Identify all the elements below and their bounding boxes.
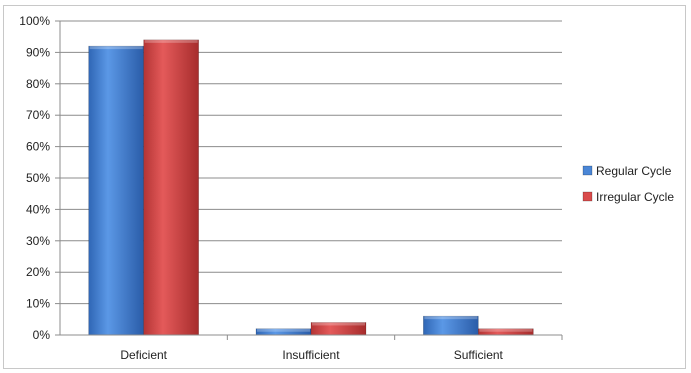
bar-highlight bbox=[312, 322, 365, 326]
bar-irregular-cycle-deficient bbox=[143, 39, 199, 336]
y-tick-label: 20% bbox=[26, 265, 50, 279]
bar-regular-cycle-deficient bbox=[88, 45, 144, 336]
y-tick-label: 10% bbox=[26, 297, 50, 311]
y-tick-label: 30% bbox=[26, 234, 50, 248]
bar-highlight bbox=[144, 39, 198, 43]
y-tick-label: 50% bbox=[26, 171, 50, 185]
y-tick-label: 90% bbox=[26, 45, 50, 59]
x-axis-categories: Deficient Insufficient Sufficient bbox=[120, 348, 503, 362]
legend-swatch-regular-cycle bbox=[582, 165, 593, 176]
y-tick-label: 100% bbox=[19, 14, 50, 28]
bar-highlight bbox=[89, 46, 143, 50]
bar-highlight bbox=[257, 328, 310, 332]
x-category-label: Insufficient bbox=[282, 348, 340, 362]
y-tick-label: 0% bbox=[33, 328, 51, 342]
y-tick-label: 60% bbox=[26, 140, 50, 154]
bars bbox=[88, 39, 534, 336]
axes bbox=[59, 21, 563, 340]
bar-highlight bbox=[479, 328, 533, 332]
y-tick-label: 80% bbox=[26, 77, 50, 91]
y-tick-label: 70% bbox=[26, 108, 50, 122]
x-category-label: Sufficient bbox=[454, 348, 504, 362]
legend-label-regular-cycle: Regular Cycle bbox=[596, 164, 672, 178]
legend-label-irregular-cycle: Irregular Cycle bbox=[596, 190, 674, 204]
bar-highlight bbox=[424, 316, 478, 320]
y-axis-ticks: 0% 10% 20% 30% 40% 50% 60% 70% 80% 90% 100% bbox=[19, 14, 60, 342]
legend: Regular Cycle Irregular Cycle bbox=[582, 164, 674, 204]
y-tick-label: 40% bbox=[26, 202, 50, 216]
legend-swatch-irregular-cycle bbox=[582, 191, 593, 202]
x-category-label: Deficient bbox=[120, 348, 167, 362]
